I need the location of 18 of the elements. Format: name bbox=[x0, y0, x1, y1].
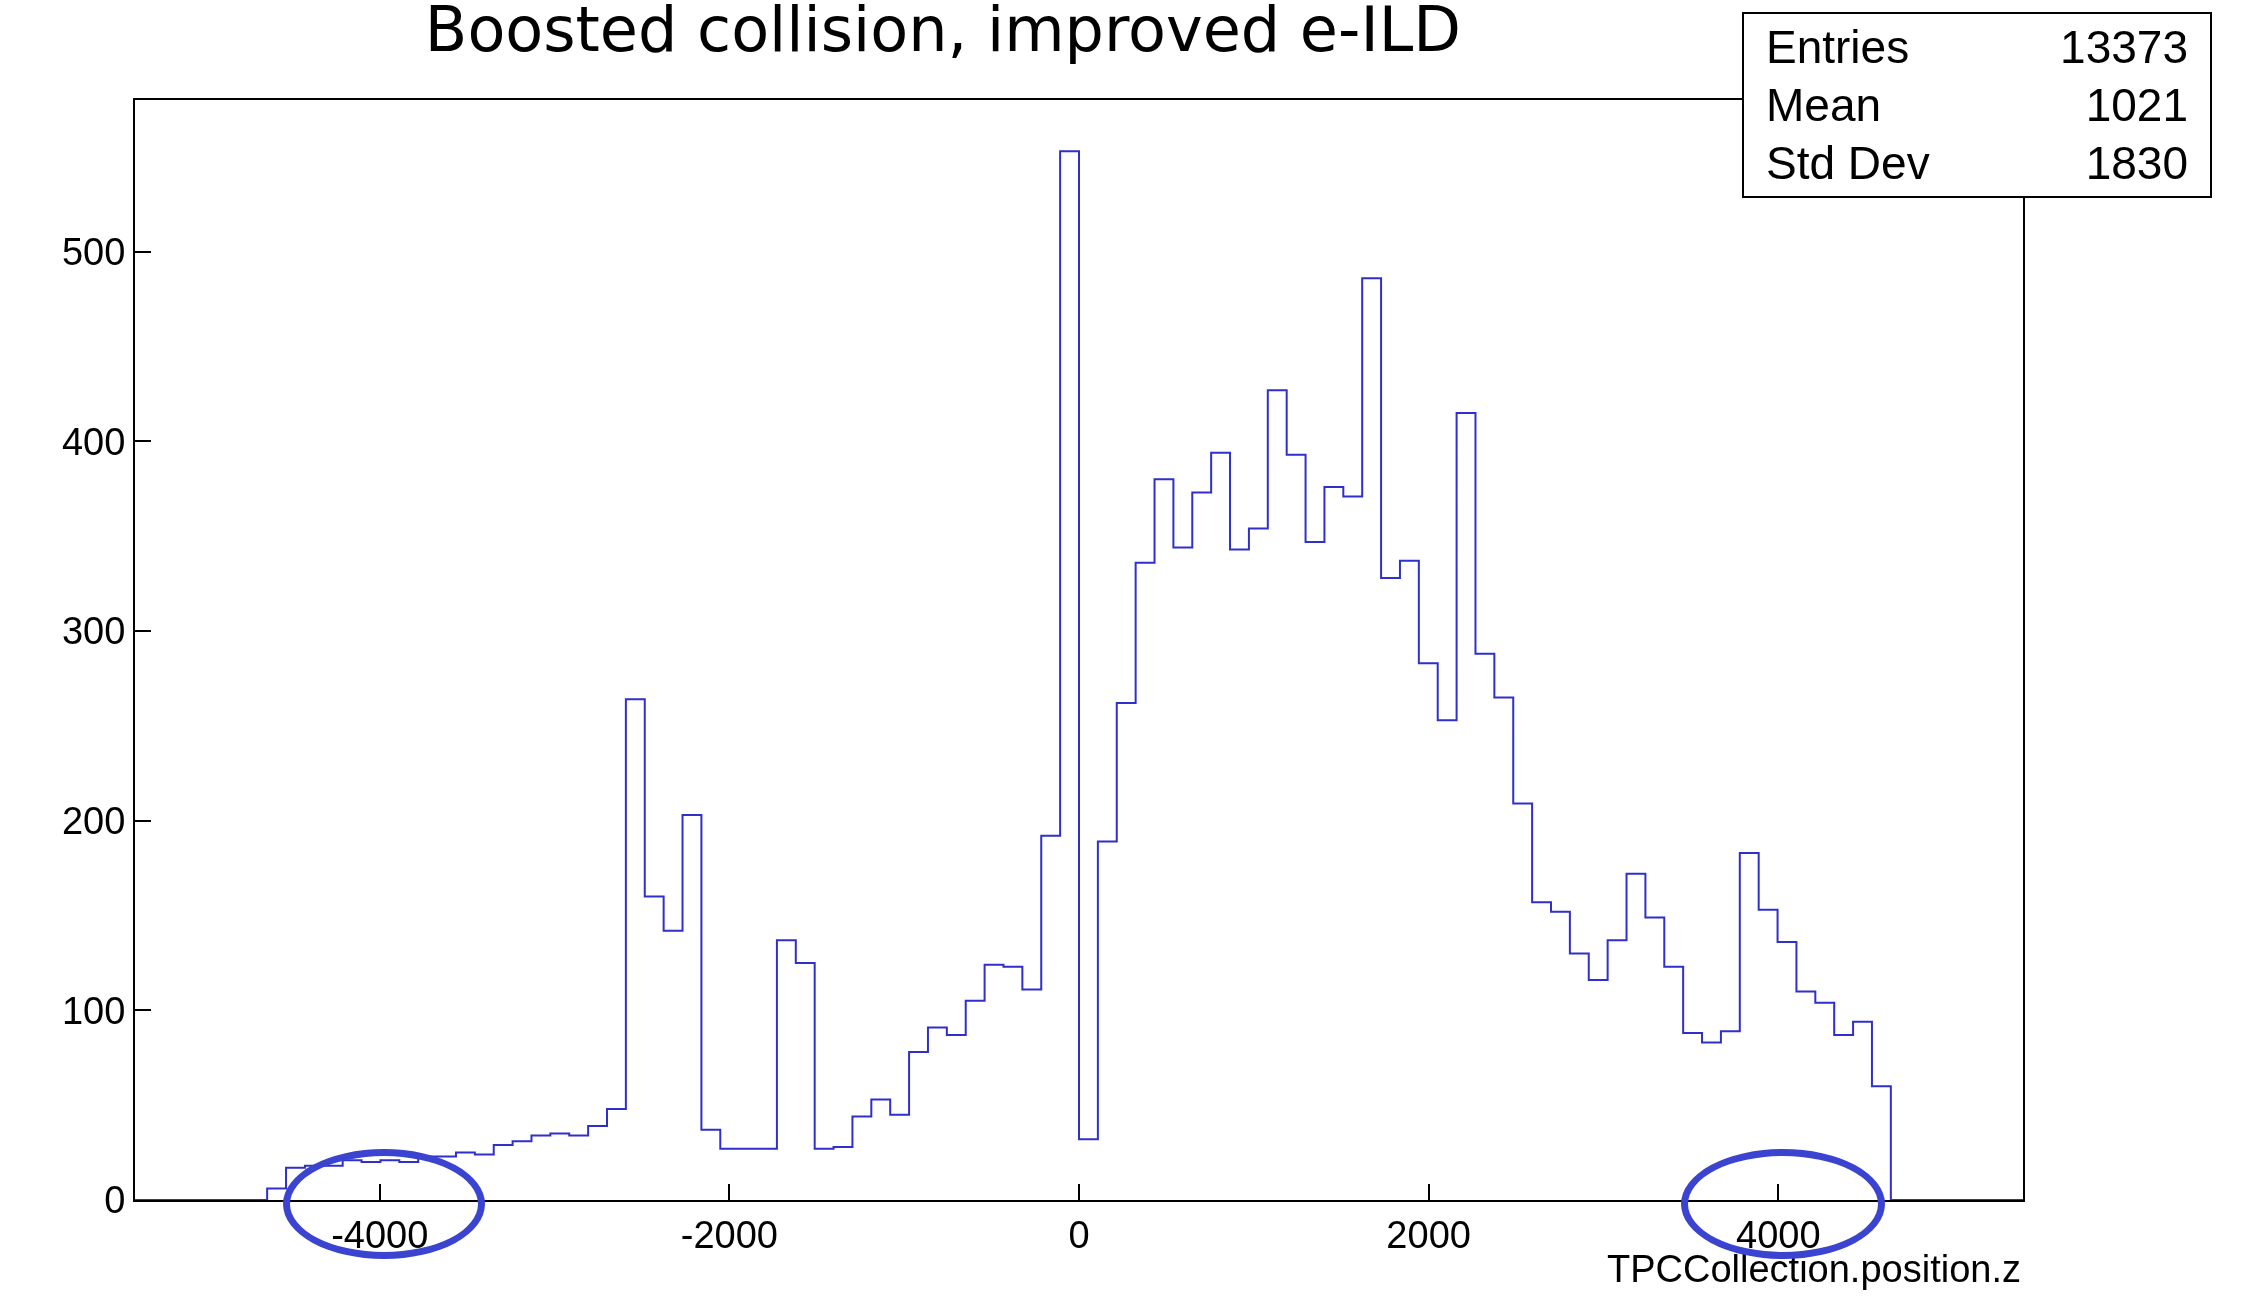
text: 13373 bbox=[2060, 20, 2188, 75]
annotation: Mean bbox=[1766, 78, 1882, 133]
y-tick-label: 400 bbox=[61, 420, 126, 463]
text: 1021 bbox=[2085, 78, 2188, 133]
text: Entries bbox=[1766, 20, 1910, 75]
x-tick-label: 2000 bbox=[1386, 1213, 1471, 1256]
x-tick-label: 0 bbox=[1068, 1213, 1090, 1256]
y-tick-label: 0 bbox=[104, 1179, 126, 1222]
y-tick-label: 100 bbox=[61, 989, 126, 1032]
y-tick-label: 300 bbox=[61, 610, 126, 653]
chart-title: Boosted collision, improved e-ILD bbox=[424, 0, 1461, 67]
text: 1830 bbox=[2085, 136, 2188, 191]
x-axis-title: TPCCollection.position.z bbox=[1607, 1248, 2021, 1290]
x-tick-label: -2000 bbox=[680, 1213, 778, 1256]
annotation: Std Dev bbox=[1766, 136, 1930, 191]
y-tick-label: 500 bbox=[61, 231, 126, 274]
y-tick-label: 200 bbox=[61, 799, 126, 842]
x-tick-label: -4000 bbox=[331, 1213, 429, 1256]
